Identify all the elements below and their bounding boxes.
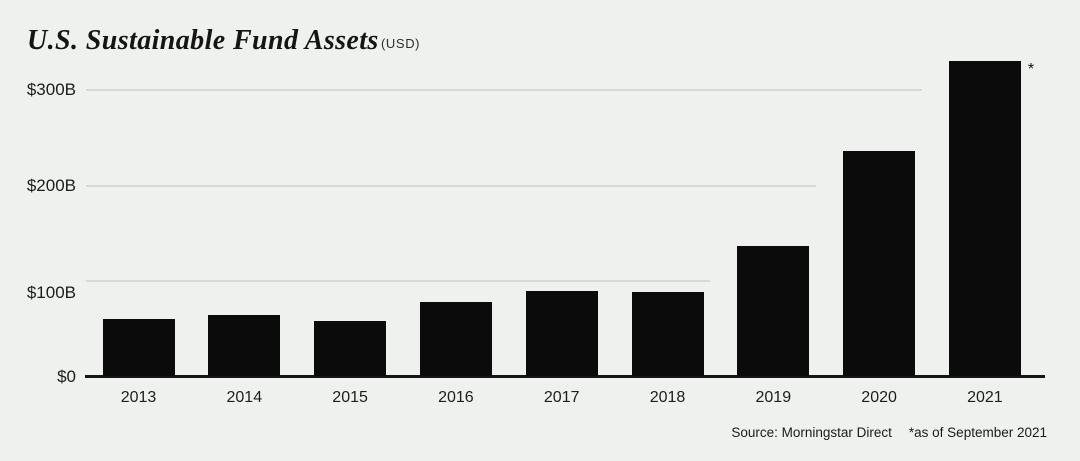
y-tick-label-0: $0 (57, 366, 76, 386)
x-axis-line (85, 375, 1045, 378)
bar-2016 (419, 302, 492, 377)
gridline-200 (86, 184, 817, 187)
bar-2014 (208, 315, 281, 377)
bar-2019 (737, 245, 810, 377)
x-tick-label-2014: 2014 (226, 389, 263, 406)
bar-2013 (102, 319, 175, 377)
gridline-100 (86, 280, 711, 282)
x-tick-label-2015: 2015 (332, 389, 368, 406)
x-tick-label-2021: 2021 (967, 389, 1003, 406)
x-tick-label-2019: 2019 (755, 389, 792, 406)
y-tick-label-200: $200B (26, 175, 76, 195)
asterisk-annotation: * (1027, 61, 1035, 79)
x-tick-label-2020: 2020 (861, 389, 897, 406)
y-tick-label-100: $100B (26, 283, 76, 302)
gridline-300 (86, 89, 922, 91)
chart-title: U.S. Sustainable Fund Assets (27, 25, 379, 56)
chart-unit-label: (USD) (381, 36, 421, 51)
x-tick-label-2016: 2016 (438, 389, 474, 406)
source-credit: Source: Morningstar Direct (731, 425, 892, 440)
y-tick-label-300: $300B (26, 80, 76, 99)
bar-2018 (631, 291, 704, 377)
source-row: Source: Morningstar Direct *as of Septemb… (731, 425, 1047, 440)
bar-2015 (314, 321, 387, 377)
bar-2020 (843, 151, 916, 377)
x-tick-label-2017: 2017 (543, 389, 580, 406)
footnote-text: *as of September 2021 (908, 425, 1047, 440)
bar-2017 (525, 290, 598, 377)
x-tick-label-2018: 2018 (649, 389, 686, 406)
x-tick-label-2013: 2013 (120, 389, 157, 406)
bar-2021 (948, 61, 1021, 377)
